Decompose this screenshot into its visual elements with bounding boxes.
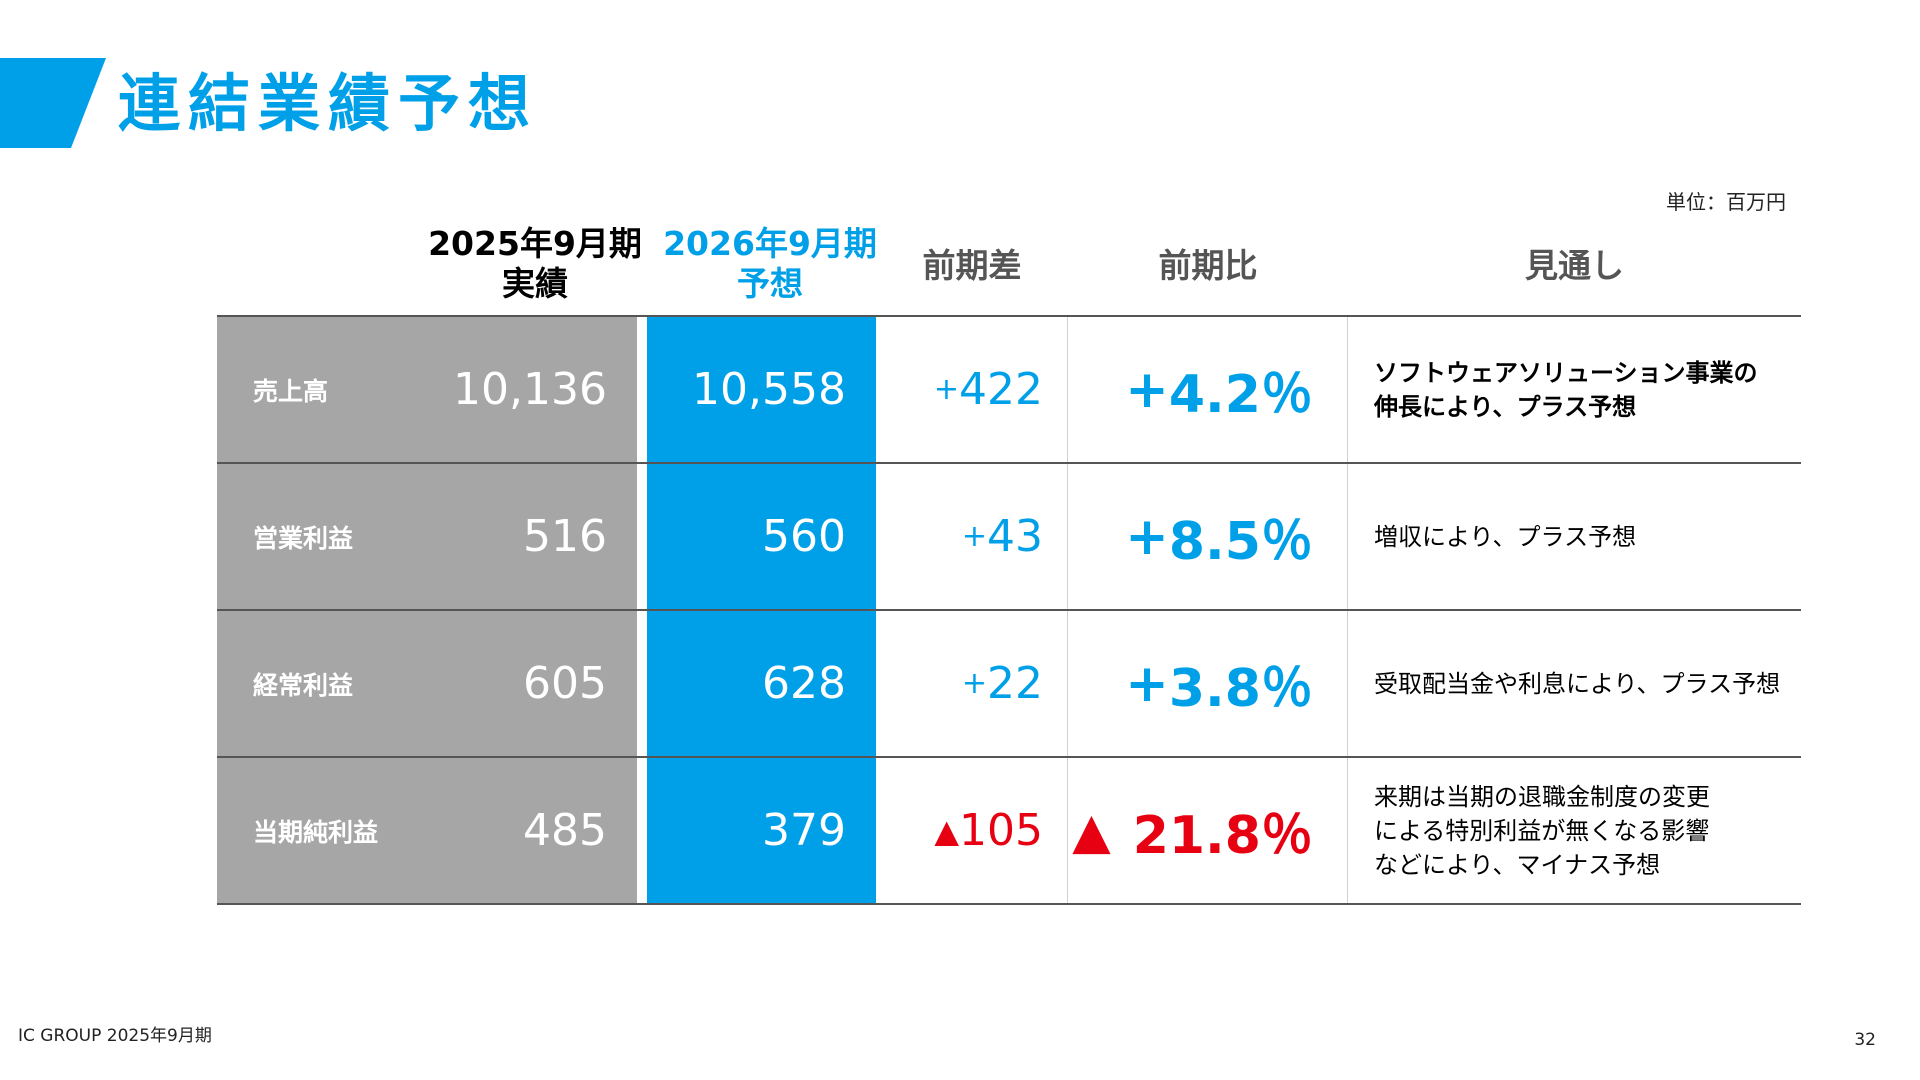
outlook-line: 来期は当期の退職金制度の変更	[1374, 782, 1710, 811]
ratio-number: 4.2％	[1168, 365, 1313, 425]
row-label: 売上高	[217, 317, 637, 462]
prev-value: 485	[523, 805, 607, 856]
table-row-sales: 売上高 10,136 10,558 +422 +4.2％ ソフトウェアソリューシ…	[217, 315, 1801, 464]
diff-number: 22	[987, 658, 1043, 709]
plus-sign: +	[961, 666, 987, 701]
table-row-operating-profit: 営業利益 516 560 +43 +8.5％ 増収により、プラス予想	[217, 464, 1801, 611]
plus-sign: +	[1125, 359, 1169, 420]
diff-value: +43	[876, 464, 1068, 609]
column-gap	[639, 317, 647, 462]
ratio-value: +4.2％	[1068, 317, 1348, 462]
outlook-line: 増収により、プラス予想	[1374, 522, 1637, 551]
diff-value: +422	[876, 317, 1068, 462]
ratio-number: 8.5％	[1168, 512, 1313, 572]
column-gap	[639, 758, 647, 903]
column-gap	[639, 464, 647, 609]
unit-note: 単位：百万円	[1666, 190, 1786, 214]
outlook-line: による特別利益が無くなる影響	[1374, 816, 1710, 845]
header-prev-year: 2025年9月期 実績	[410, 224, 660, 304]
ratio-value: +3.8％	[1068, 611, 1348, 756]
plus-sign: +	[933, 372, 960, 407]
page-number: 32	[1854, 1030, 1876, 1050]
footer-company: IC GROUP 2025年9月期	[18, 1026, 212, 1046]
diff-number: 105	[959, 805, 1043, 856]
header-fore-line1: 2026年9月期	[663, 224, 877, 263]
header-prev-line1: 2025年9月期	[428, 224, 642, 263]
row-label: 営業利益	[217, 464, 637, 609]
header-ratio: 前期比	[1158, 246, 1258, 285]
outlook-text: 受取配当金や利息により、プラス予想	[1348, 611, 1801, 756]
forecast-value: 379	[647, 758, 876, 903]
forecast-value: 560	[647, 464, 876, 609]
header-outlook: 見通し	[1525, 246, 1624, 285]
ratio-number: 21.8％	[1132, 806, 1313, 866]
diff-value: ▲ 105	[876, 758, 1068, 903]
outlook-line: などにより、マイナス予想	[1374, 850, 1661, 879]
prev-value: 516	[523, 511, 607, 562]
table-row-net-income: 当期純利益 485 379 ▲ 105 ▲ 21.8％ 来期は当期の退職金制度の変更…	[217, 758, 1801, 905]
outlook-text: 増収により、プラス予想	[1348, 464, 1801, 609]
header-diff: 前期差	[922, 246, 1022, 285]
prev-value: 605	[523, 658, 607, 709]
forecast-table: 売上高 10,136 10,558 +422 +4.2％ ソフトウェアソリューシ…	[217, 315, 1801, 905]
page-title: 連結業績予想	[118, 67, 539, 140]
outlook-line: 伸長により、プラス予想	[1374, 392, 1637, 421]
diff-number: 43	[987, 511, 1043, 562]
outlook-line: 受取配当金や利息により、プラス予想	[1374, 669, 1781, 698]
ratio-value: ▲ 21.8％	[1068, 758, 1348, 903]
triangle-icon: ▲	[1072, 801, 1111, 860]
ratio-number: 3.8％	[1168, 659, 1313, 719]
column-gap	[639, 611, 647, 756]
header-prev-line2: 実績	[502, 264, 568, 303]
header-fore-line2: 予想	[737, 264, 803, 303]
title-accent-bar	[0, 58, 106, 148]
triangle-icon: ▲	[934, 811, 960, 850]
outlook-text: ソフトウェアソリューション事業の 伸長により、プラス予想	[1348, 317, 1801, 462]
plus-sign: +	[1125, 506, 1169, 567]
plus-sign: +	[961, 519, 987, 554]
table-row-ordinary-profit: 経常利益 605 628 +22 +3.8％ 受取配当金や利息により、プラス予想	[217, 611, 1801, 758]
row-label: 経常利益	[217, 611, 637, 756]
outlook-text: 来期は当期の退職金制度の変更 による特別利益が無くなる影響 などにより、マイナス予想	[1348, 758, 1801, 903]
prev-value: 10,136	[453, 364, 607, 415]
diff-value: +22	[876, 611, 1068, 756]
header-forecast-year: 2026年9月期 予想	[650, 224, 890, 304]
forecast-value: 10,558	[647, 317, 876, 462]
diff-number: 422	[959, 364, 1043, 415]
ratio-value: +8.5％	[1068, 464, 1348, 609]
outlook-line: ソフトウェアソリューション事業の	[1374, 358, 1758, 387]
plus-sign: +	[1125, 653, 1169, 714]
row-label: 当期純利益	[217, 758, 637, 903]
forecast-value: 628	[647, 611, 876, 756]
